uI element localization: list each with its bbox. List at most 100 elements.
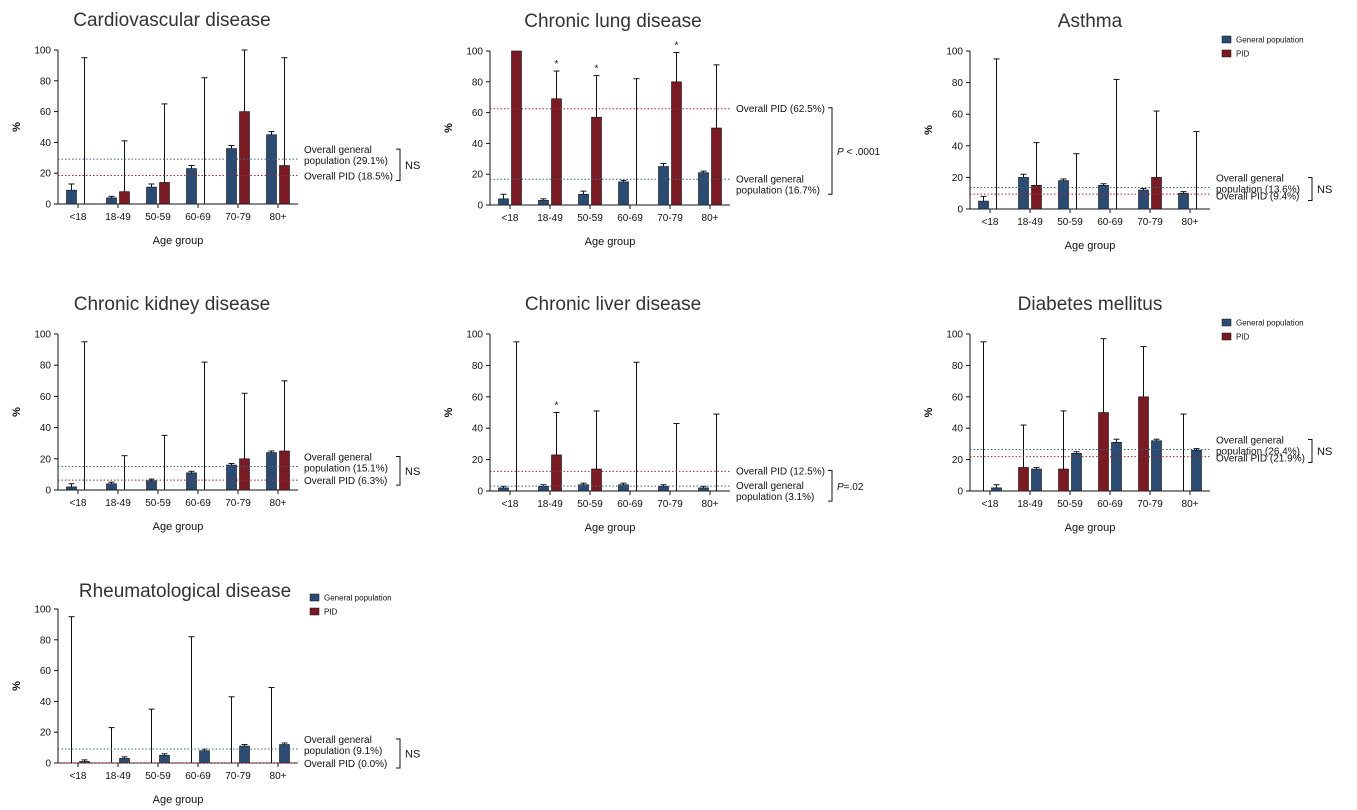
significance-label: NS [405, 748, 420, 760]
x-tick-label: 18-49 [105, 771, 131, 782]
x-tick-label: 60-69 [185, 498, 211, 509]
y-axis-label: % [923, 125, 935, 135]
legend-label-pid: PID [324, 608, 338, 617]
x-tick-label: 60-69 [1097, 499, 1123, 510]
x-tick-label: 18-49 [105, 498, 131, 509]
x-tick-label: 60-69 [1097, 217, 1123, 228]
x-tick-label: <18 [70, 771, 87, 782]
y-axis-label: % [443, 123, 455, 133]
bar [267, 453, 277, 490]
annotation-general: Overall general [736, 174, 804, 185]
bar [992, 488, 1002, 491]
x-axis-label: Age group [153, 521, 204, 533]
y-tick-label: 20 [952, 173, 964, 184]
legend-label-general: General population [1236, 319, 1304, 328]
bar [160, 755, 170, 763]
x-tick-label: <18 [502, 213, 519, 224]
significance-label: NS [1317, 446, 1332, 458]
bar [1032, 469, 1042, 491]
x-tick-label: <18 [502, 499, 519, 510]
significance-star: * [555, 401, 559, 412]
bar [1019, 177, 1029, 209]
y-tick-label: 80 [472, 77, 484, 88]
y-tick-label: 60 [472, 108, 484, 119]
chart-title: Asthma [1058, 11, 1123, 32]
p-value: < .0001 [844, 147, 881, 158]
bar [552, 99, 562, 205]
bar [80, 761, 90, 763]
x-tick-label: 60-69 [617, 499, 643, 510]
x-tick-label: 80+ [702, 213, 719, 224]
legend-swatch-pid [310, 608, 319, 615]
significance-bracket [828, 108, 832, 195]
legend: General population PID [1222, 319, 1304, 342]
annotation-pid: Overall PID (6.3%) [304, 476, 387, 487]
significance-label: P=.02 [837, 482, 864, 493]
y-tick-label: 40 [40, 423, 52, 434]
bar [227, 149, 237, 204]
chart-title: Chronic kidney disease [74, 294, 270, 315]
x-tick-label: 70-79 [1137, 499, 1163, 510]
y-tick-label: 0 [957, 205, 963, 216]
bar [227, 465, 237, 490]
x-tick-label: 50-59 [145, 498, 171, 509]
legend-swatch-general [1222, 36, 1231, 43]
significance-label: NS [405, 160, 420, 172]
bar [1072, 453, 1082, 491]
bar [699, 488, 709, 491]
y-tick-label: 20 [952, 455, 964, 466]
significance-star: * [595, 64, 599, 75]
y-tick-label: 80 [952, 361, 964, 372]
bar [280, 166, 290, 205]
y-tick-label: 40 [472, 139, 484, 150]
x-tick-label: <18 [70, 212, 87, 223]
y-tick-label: 100 [34, 605, 51, 616]
y-tick-label: 0 [477, 201, 483, 212]
x-tick-label: 80+ [270, 498, 287, 509]
bar [1179, 193, 1189, 209]
bar [659, 486, 669, 491]
significance-star: * [555, 59, 559, 70]
bar [160, 182, 170, 204]
legend: General population PID [1222, 36, 1304, 59]
bar [672, 82, 682, 205]
annotation-pid: Overall PID (0.0%) [304, 759, 387, 770]
bar [539, 200, 549, 205]
y-tick-label: 100 [946, 47, 963, 58]
y-tick-label: 40 [472, 424, 484, 435]
bar [592, 469, 602, 491]
annotation-general: Overall general [304, 145, 372, 156]
annotation-pid: Overall PID (9.4%) [1216, 192, 1299, 203]
bar [1019, 467, 1029, 491]
annotation-general: population (16.7%) [736, 185, 820, 196]
bar [659, 167, 669, 206]
legend-label-pid: PID [1236, 50, 1250, 59]
y-tick-label: 60 [40, 392, 52, 403]
bar [1139, 397, 1149, 491]
y-tick-label: 40 [40, 138, 52, 149]
bar [147, 187, 157, 204]
x-tick-label: 60-69 [617, 213, 643, 224]
significance-label: NS [405, 466, 420, 478]
y-tick-label: 40 [40, 697, 52, 708]
legend-swatch-pid [1222, 50, 1231, 57]
x-tick-label: 80+ [1182, 217, 1199, 228]
x-tick-label: 50-59 [1057, 217, 1083, 228]
annotation-general: population (29.1%) [304, 156, 388, 167]
bar [120, 758, 130, 763]
legend: General population PID [310, 594, 392, 617]
bar [67, 487, 77, 490]
chart-panel: Chronic liver disease020406080100%<18 18-… [443, 294, 864, 534]
bar [1192, 450, 1202, 491]
annotation-general: Overall general [304, 735, 372, 746]
chart-panel: Diabetes mellitus 0 20 40 60 80 100% <18 18-49 50… [923, 294, 1332, 534]
y-tick-label: 20 [40, 728, 52, 739]
chart-title: Diabetes mellitus [1018, 294, 1163, 315]
y-tick-label: 100 [34, 46, 51, 57]
x-tick-label: 18-49 [1017, 499, 1043, 510]
y-tick-label: 0 [45, 759, 51, 770]
x-tick-label: 18-49 [537, 213, 563, 224]
x-tick-label: 70-79 [657, 499, 683, 510]
chart-panel: Chronic kidney disease020406080100%<18 18… [11, 294, 420, 533]
